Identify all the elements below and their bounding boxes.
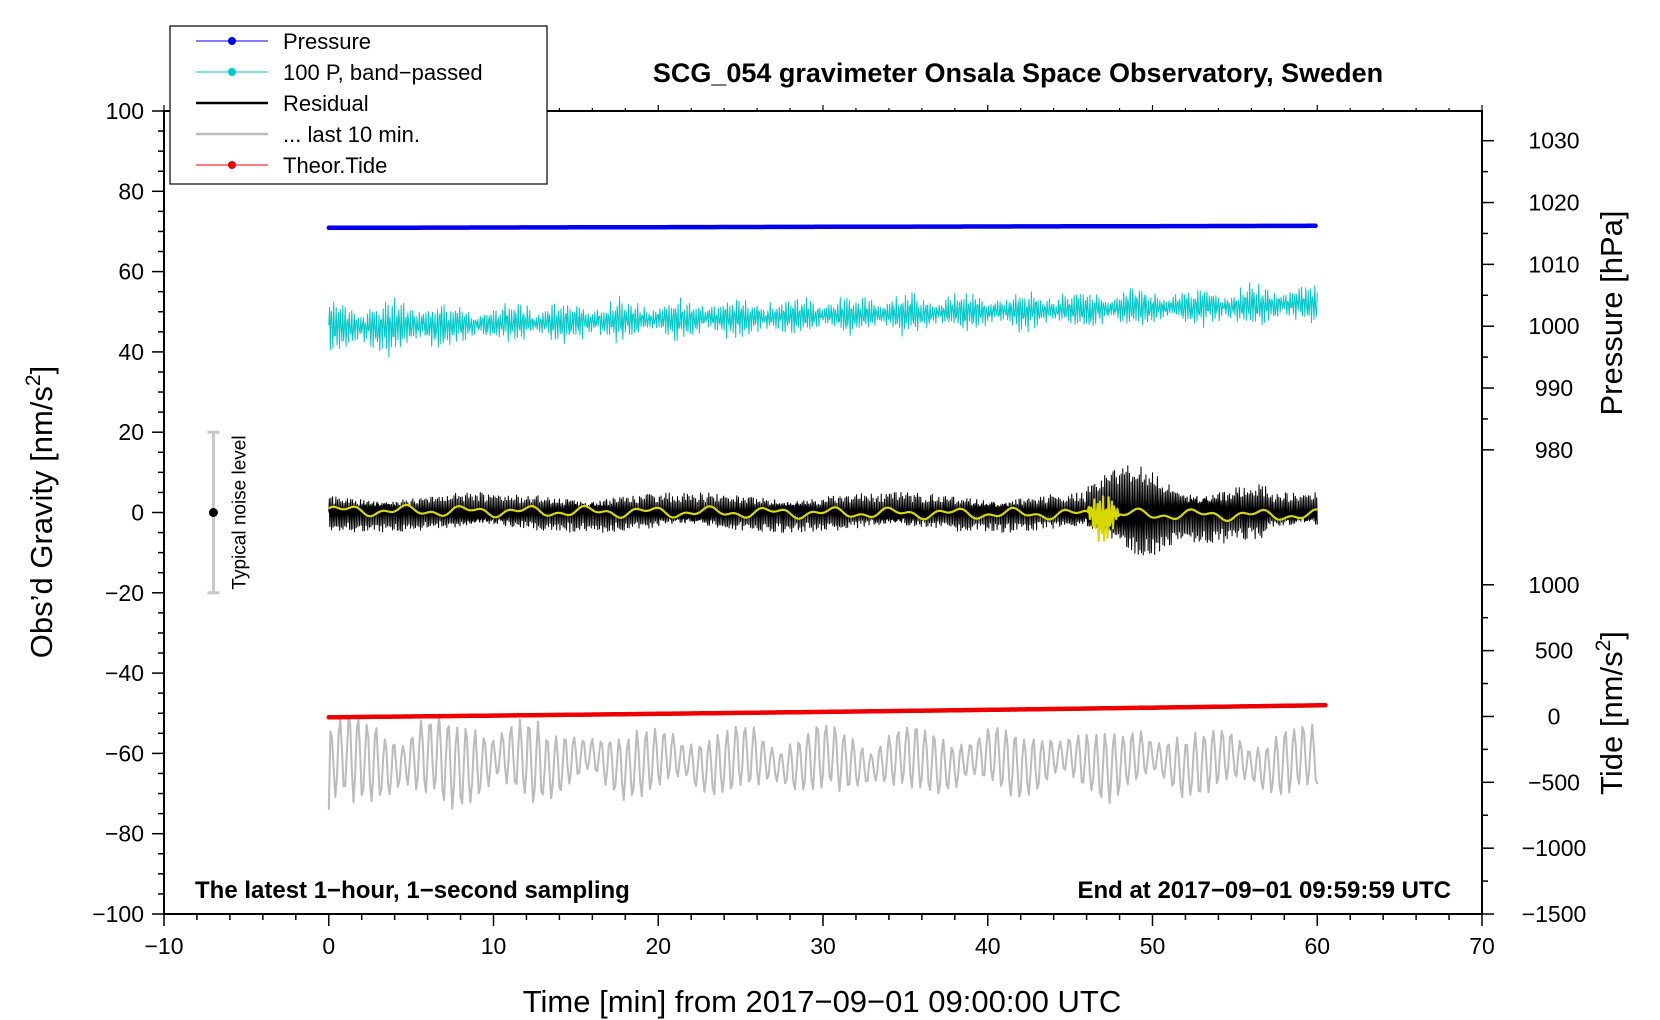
x-tick-label: 0 <box>322 933 335 959</box>
legend-swatch-marker <box>228 161 236 169</box>
legend-swatch-marker <box>228 37 236 45</box>
y-tick-label: 80 <box>118 178 144 204</box>
y-tick-label: 20 <box>118 419 144 445</box>
series-last10min-line <box>327 713 1319 810</box>
legend-label: 100 P, band−passed <box>283 60 483 85</box>
y-axis-pressure-label: Pressure [hPa] <box>1594 210 1629 415</box>
x-tick-label: 50 <box>1140 933 1166 959</box>
legend-label: Theor.Tide <box>283 153 387 178</box>
y-axis-pressure: 980 990 1000 1010 1020 1030 <box>1482 128 1580 463</box>
y-axis-tide: −1500 −1000 −500 0 500 1000 <box>1482 572 1586 927</box>
y-axis-tide-label-sup: 2 <box>1592 640 1615 652</box>
legend-label: ... last 10 min. <box>283 122 420 147</box>
y-axis-left-label-end: ] <box>24 366 59 375</box>
y-tick-label: 60 <box>118 259 144 285</box>
y-axis-tide-label: Tide [nm/s2] <box>1592 631 1629 795</box>
x-tick-label: 30 <box>810 933 836 959</box>
tide-tick-label: 500 <box>1535 638 1573 664</box>
y-tick-label: 40 <box>118 339 144 365</box>
pressure-tick-label: 1010 <box>1528 251 1579 277</box>
pressure-tick-label: 1020 <box>1528 190 1579 216</box>
x-tick-label: 40 <box>975 933 1001 959</box>
tide-tick-label: 1000 <box>1528 572 1579 598</box>
y-axis-tide-label-end: ] <box>1594 631 1629 640</box>
tide-tick-label: −500 <box>1528 769 1580 795</box>
x-axis: −10 0 10 20 30 40 50 60 70 <box>144 105 1495 959</box>
x-tick-label: 20 <box>645 933 671 959</box>
series-smoothed-residual-line <box>328 495 1318 543</box>
y-tick-label: −60 <box>105 740 144 766</box>
series-layer <box>326 223 1328 810</box>
legend-swatch-marker <box>228 68 236 76</box>
legend-label: Pressure <box>283 29 371 54</box>
pressure-tick-label: 980 <box>1535 437 1573 463</box>
pressure-tick-label: 1000 <box>1528 313 1579 339</box>
legend-label: Residual <box>283 91 369 116</box>
tide-tick-label: 0 <box>1548 703 1561 729</box>
x-tick-label: 60 <box>1304 933 1330 959</box>
pressure-tick-label: 1030 <box>1528 128 1579 154</box>
x-axis-label: Time [min] from 2017−09−01 09:00:00 UTC <box>523 984 1122 1019</box>
series-bandpassed-line <box>328 282 1318 358</box>
pressure-tick-label: 990 <box>1535 375 1573 401</box>
y-axis-tide-label-main: Tide [nm/s <box>1594 651 1629 795</box>
y-tick-label: −80 <box>105 821 144 847</box>
annotation-left: The latest 1−hour, 1−second sampling <box>195 877 630 904</box>
series-tide-line <box>326 702 1328 720</box>
noise-bar-label: Typical noise level <box>229 435 250 589</box>
x-tick-label: 70 <box>1469 933 1495 959</box>
noise-bar-point <box>208 508 218 517</box>
tide-tick-label: −1500 <box>1522 901 1587 927</box>
x-tick-label: −10 <box>144 933 183 959</box>
y-axis-left: −100 −80 −60 −40 −20 0 20 40 60 80 100 <box>92 98 164 927</box>
y-axis-left-label-sup: 2 <box>22 374 45 386</box>
y-tick-label: −20 <box>105 580 144 606</box>
x-tick-label: 10 <box>481 933 507 959</box>
y-tick-label: 100 <box>106 98 144 124</box>
legend: Pressure 100 P, band−passed Residual ... la… <box>169 25 548 185</box>
y-axis-left-label-main: Obs’d Gravity [nm/s <box>24 386 59 658</box>
noise-bar: Typical noise level <box>207 430 250 595</box>
chart-title: SCG_054 gravimeter Onsala Space Observat… <box>653 58 1383 88</box>
series-pressure-line <box>326 223 1318 231</box>
annotation-right: End at 2017−09−01 09:59:59 UTC <box>1077 877 1451 904</box>
y-tick-label: −40 <box>105 660 144 686</box>
y-axis-left-label: Obs’d Gravity [nm/s2] <box>22 366 59 659</box>
series-residual-line <box>328 465 1318 556</box>
y-tick-label: −100 <box>92 901 144 927</box>
y-tick-label: 0 <box>131 500 144 526</box>
legend-box <box>169 25 548 185</box>
tide-tick-label: −1000 <box>1522 835 1587 861</box>
